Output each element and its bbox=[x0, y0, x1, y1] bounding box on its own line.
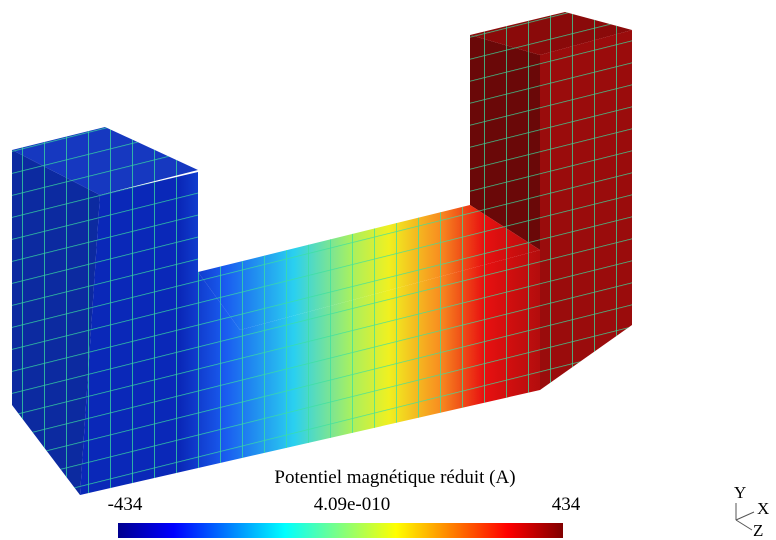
colorbar-title: Potentiel magnétique réduit (A) bbox=[274, 467, 515, 488]
axis-line bbox=[735, 519, 753, 531]
axis-label: Y bbox=[734, 483, 746, 502]
axes-triad: Y X Z bbox=[734, 483, 769, 540]
colorbar-label: 4.09e-010 bbox=[314, 494, 391, 515]
colorbar-scale bbox=[118, 523, 563, 538]
colorbar: Potentiel magnétique réduit (A) -434 4.0… bbox=[108, 467, 581, 538]
mesh-lines bbox=[12, 12, 632, 495]
colorbar-label: 434 bbox=[552, 494, 581, 515]
axis-line bbox=[735, 511, 755, 521]
axis-label: Z bbox=[753, 521, 763, 540]
axis-label: X bbox=[757, 499, 769, 518]
mesh-model bbox=[12, 12, 632, 495]
colorbar-label: -434 bbox=[108, 494, 143, 515]
